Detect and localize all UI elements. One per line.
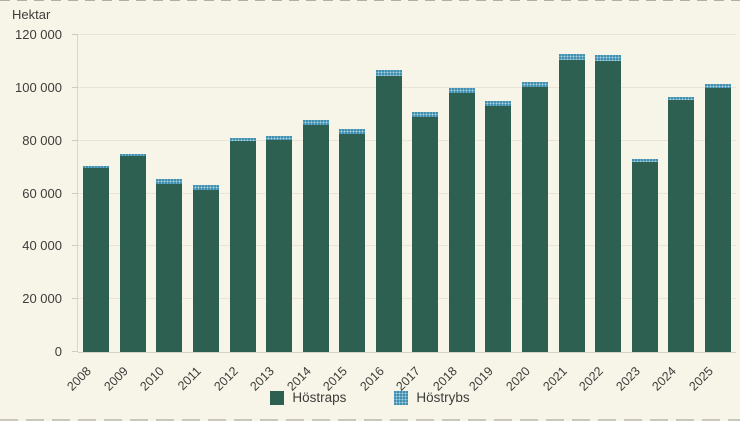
bar-2024-hostraps-segment[interactable] bbox=[668, 100, 695, 352]
bar-2025-hostrybs-segment[interactable] bbox=[704, 84, 731, 88]
gridline-0 bbox=[78, 352, 736, 353]
hostraps-swatch-icon bbox=[270, 390, 285, 405]
bar-2011-hostraps-segment[interactable] bbox=[192, 189, 219, 352]
bar-2020-hostraps-segment[interactable] bbox=[521, 86, 548, 352]
gridline-100000 bbox=[78, 86, 736, 88]
bar-2019[interactable] bbox=[485, 101, 512, 352]
y-tick-label-120000: 120 000 bbox=[15, 27, 62, 42]
bar-2018[interactable] bbox=[448, 87, 475, 352]
bar-2012-hostraps-segment[interactable] bbox=[229, 140, 256, 352]
y-tick-mark bbox=[72, 86, 78, 88]
plot-area bbox=[72, 34, 736, 353]
gridline-40000 bbox=[78, 245, 736, 247]
bar-2022-hostraps-segment[interactable] bbox=[595, 60, 622, 352]
bar-2025[interactable] bbox=[704, 84, 731, 352]
bar-2008-hostraps-segment[interactable] bbox=[83, 168, 110, 352]
bar-2015-hostrybs-segment[interactable] bbox=[339, 129, 366, 135]
legend-item-hostrybs[interactable]: Höstrybs bbox=[394, 390, 470, 405]
bar-2009-hostrybs-segment[interactable] bbox=[119, 154, 146, 156]
gridline-60000 bbox=[78, 192, 736, 194]
bar-2022-hostrybs-segment[interactable] bbox=[595, 55, 622, 61]
bar-2011-hostrybs-segment[interactable] bbox=[192, 185, 219, 190]
hostrybs-swatch-icon bbox=[394, 390, 409, 405]
bar-2023-hostraps-segment[interactable] bbox=[631, 161, 658, 352]
bar-2010-hostraps-segment[interactable] bbox=[156, 184, 183, 352]
y-tick-mark bbox=[72, 34, 78, 35]
y-tick-label-40000: 40 000 bbox=[22, 238, 62, 254]
y-tick-mark bbox=[72, 298, 78, 300]
bar-2016-hostraps-segment[interactable] bbox=[375, 75, 402, 352]
bar-2023[interactable] bbox=[631, 158, 658, 352]
bar-2010-hostrybs-segment[interactable] bbox=[156, 178, 183, 184]
bottom-dashed-border bbox=[0, 419, 740, 421]
bar-2008[interactable] bbox=[83, 165, 110, 352]
bar-2008-hostrybs-segment[interactable] bbox=[83, 165, 110, 169]
y-tick-label-20000: 20 000 bbox=[22, 291, 62, 307]
y-tick-mark bbox=[72, 245, 78, 247]
bar-2021-hostraps-segment[interactable] bbox=[558, 59, 585, 352]
bar-2010[interactable] bbox=[156, 178, 183, 352]
legend: Höstraps Höstrybs bbox=[0, 390, 740, 405]
gridline-80000 bbox=[78, 139, 736, 141]
bar-2011[interactable] bbox=[192, 185, 219, 352]
y-axis-title: Hektar bbox=[12, 7, 51, 22]
bar-2015[interactable] bbox=[339, 129, 366, 352]
bar-2012-hostrybs-segment[interactable] bbox=[229, 138, 256, 141]
bar-2019-hostraps-segment[interactable] bbox=[485, 106, 512, 352]
bar-2009-hostraps-segment[interactable] bbox=[119, 156, 146, 352]
bar-2017-hostrybs-segment[interactable] bbox=[412, 111, 439, 117]
y-tick-mark bbox=[72, 139, 78, 141]
bar-2013-hostrybs-segment[interactable] bbox=[266, 135, 293, 141]
y-tick-label-0: 0 bbox=[54, 344, 62, 359]
bar-2014[interactable] bbox=[302, 119, 329, 352]
bar-2017[interactable] bbox=[412, 111, 439, 352]
bar-2012[interactable] bbox=[229, 138, 256, 352]
legend-label-hostrybs: Höstrybs bbox=[416, 390, 470, 405]
bar-2019-hostrybs-segment[interactable] bbox=[485, 101, 512, 107]
bar-2023-hostrybs-segment[interactable] bbox=[631, 158, 658, 162]
bar-2017-hostraps-segment[interactable] bbox=[412, 116, 439, 352]
top-dashed-border bbox=[0, 0, 740, 1]
y-tick-label-60000: 60 000 bbox=[22, 185, 62, 201]
bar-2018-hostraps-segment[interactable] bbox=[448, 93, 475, 352]
bar-2014-hostrybs-segment[interactable] bbox=[302, 119, 329, 125]
bar-2018-hostrybs-segment[interactable] bbox=[448, 87, 475, 94]
legend-label-hostraps: Höstraps bbox=[292, 390, 347, 405]
bar-2020[interactable] bbox=[521, 81, 548, 352]
bar-2015-hostraps-segment[interactable] bbox=[339, 134, 366, 352]
bar-2021-hostrybs-segment[interactable] bbox=[558, 53, 585, 60]
bar-2009[interactable] bbox=[119, 154, 146, 352]
y-tick-mark bbox=[72, 351, 78, 352]
y-tick-label-80000: 80 000 bbox=[22, 132, 62, 148]
bar-2020-hostrybs-segment[interactable] bbox=[521, 81, 548, 87]
y-tick-label-100000: 100 000 bbox=[15, 79, 62, 95]
legend-item-hostraps[interactable]: Höstraps bbox=[270, 390, 346, 405]
bar-2025-hostraps-segment[interactable] bbox=[704, 87, 731, 352]
y-tick-mark bbox=[72, 192, 78, 194]
gridline-120000 bbox=[78, 34, 736, 35]
bar-2013[interactable] bbox=[266, 135, 293, 352]
bar-2014-hostraps-segment[interactable] bbox=[302, 124, 329, 352]
gridline-20000 bbox=[78, 298, 736, 300]
bar-2013-hostraps-segment[interactable] bbox=[266, 140, 293, 352]
bar-2016-hostrybs-segment[interactable] bbox=[375, 70, 402, 76]
bar-2024[interactable] bbox=[668, 96, 695, 352]
bar-2024-hostrybs-segment[interactable] bbox=[668, 96, 695, 100]
bar-2016[interactable] bbox=[375, 70, 402, 352]
bar-2022[interactable] bbox=[595, 55, 622, 352]
bar-2021[interactable] bbox=[558, 53, 585, 352]
